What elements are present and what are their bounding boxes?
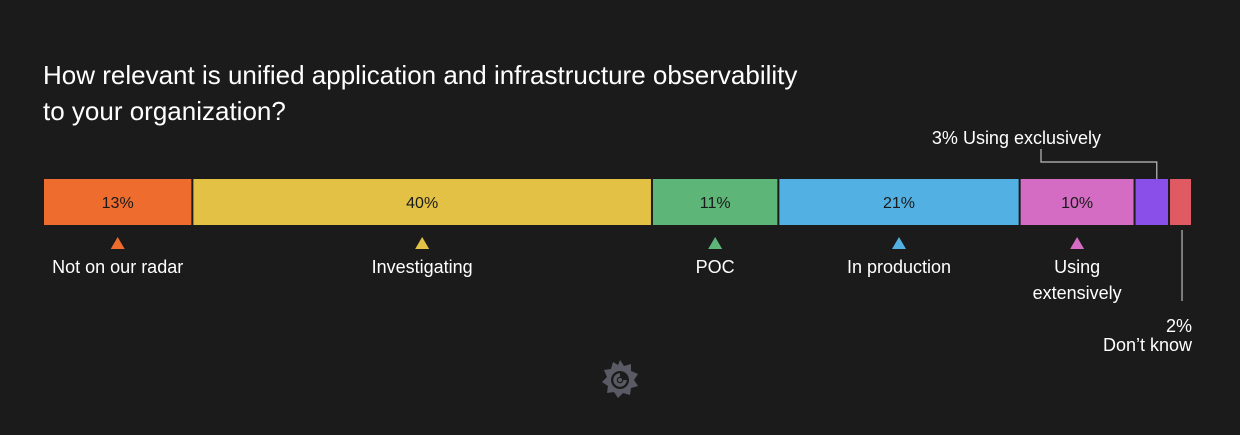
grafana-logo-icon bbox=[602, 360, 638, 398]
marker-not-on-radar bbox=[110, 237, 125, 249]
bar-segment-using-exclusively bbox=[1135, 179, 1169, 225]
bar-segment-investigating bbox=[193, 179, 651, 225]
marker-using-extensively bbox=[1070, 237, 1085, 249]
chart-title: How relevant is unified application and … bbox=[43, 60, 798, 126]
category-label-using-extensively-1: extensively bbox=[1033, 283, 1122, 303]
bar-segment-in-production bbox=[779, 179, 1019, 225]
bar-segment-using-extensively bbox=[1020, 179, 1134, 225]
category-label-not-on-radar: Not on our radar bbox=[52, 257, 183, 277]
category-label-using-extensively: Using bbox=[1054, 257, 1100, 277]
data-label-in-production: 21% bbox=[883, 195, 915, 212]
marker-investigating bbox=[415, 237, 430, 249]
marker-in-production bbox=[892, 237, 907, 249]
callout-label-dont-know: Don’t know bbox=[1103, 335, 1193, 355]
marker-poc bbox=[708, 237, 723, 249]
callout-line-using-exclusively bbox=[1040, 149, 1158, 179]
category-label-in-production: In production bbox=[847, 257, 951, 277]
category-label-poc: POC bbox=[696, 257, 735, 277]
bar-segment-not-on-radar bbox=[44, 179, 192, 225]
data-label-poc: 11% bbox=[700, 195, 731, 212]
data-label-investigating: 40% bbox=[406, 195, 438, 212]
bar-segment-poc bbox=[652, 179, 778, 225]
callout-value-dont-know: 2% bbox=[1166, 316, 1192, 336]
data-label-not-on-radar: 13% bbox=[102, 195, 134, 212]
bar-segment-dont-know bbox=[1170, 179, 1191, 225]
category-label-investigating: Investigating bbox=[372, 257, 473, 277]
callout-label-using-exclusively: 3% Using exclusively bbox=[932, 128, 1101, 148]
data-label-using-extensively: 10% bbox=[1061, 195, 1093, 212]
